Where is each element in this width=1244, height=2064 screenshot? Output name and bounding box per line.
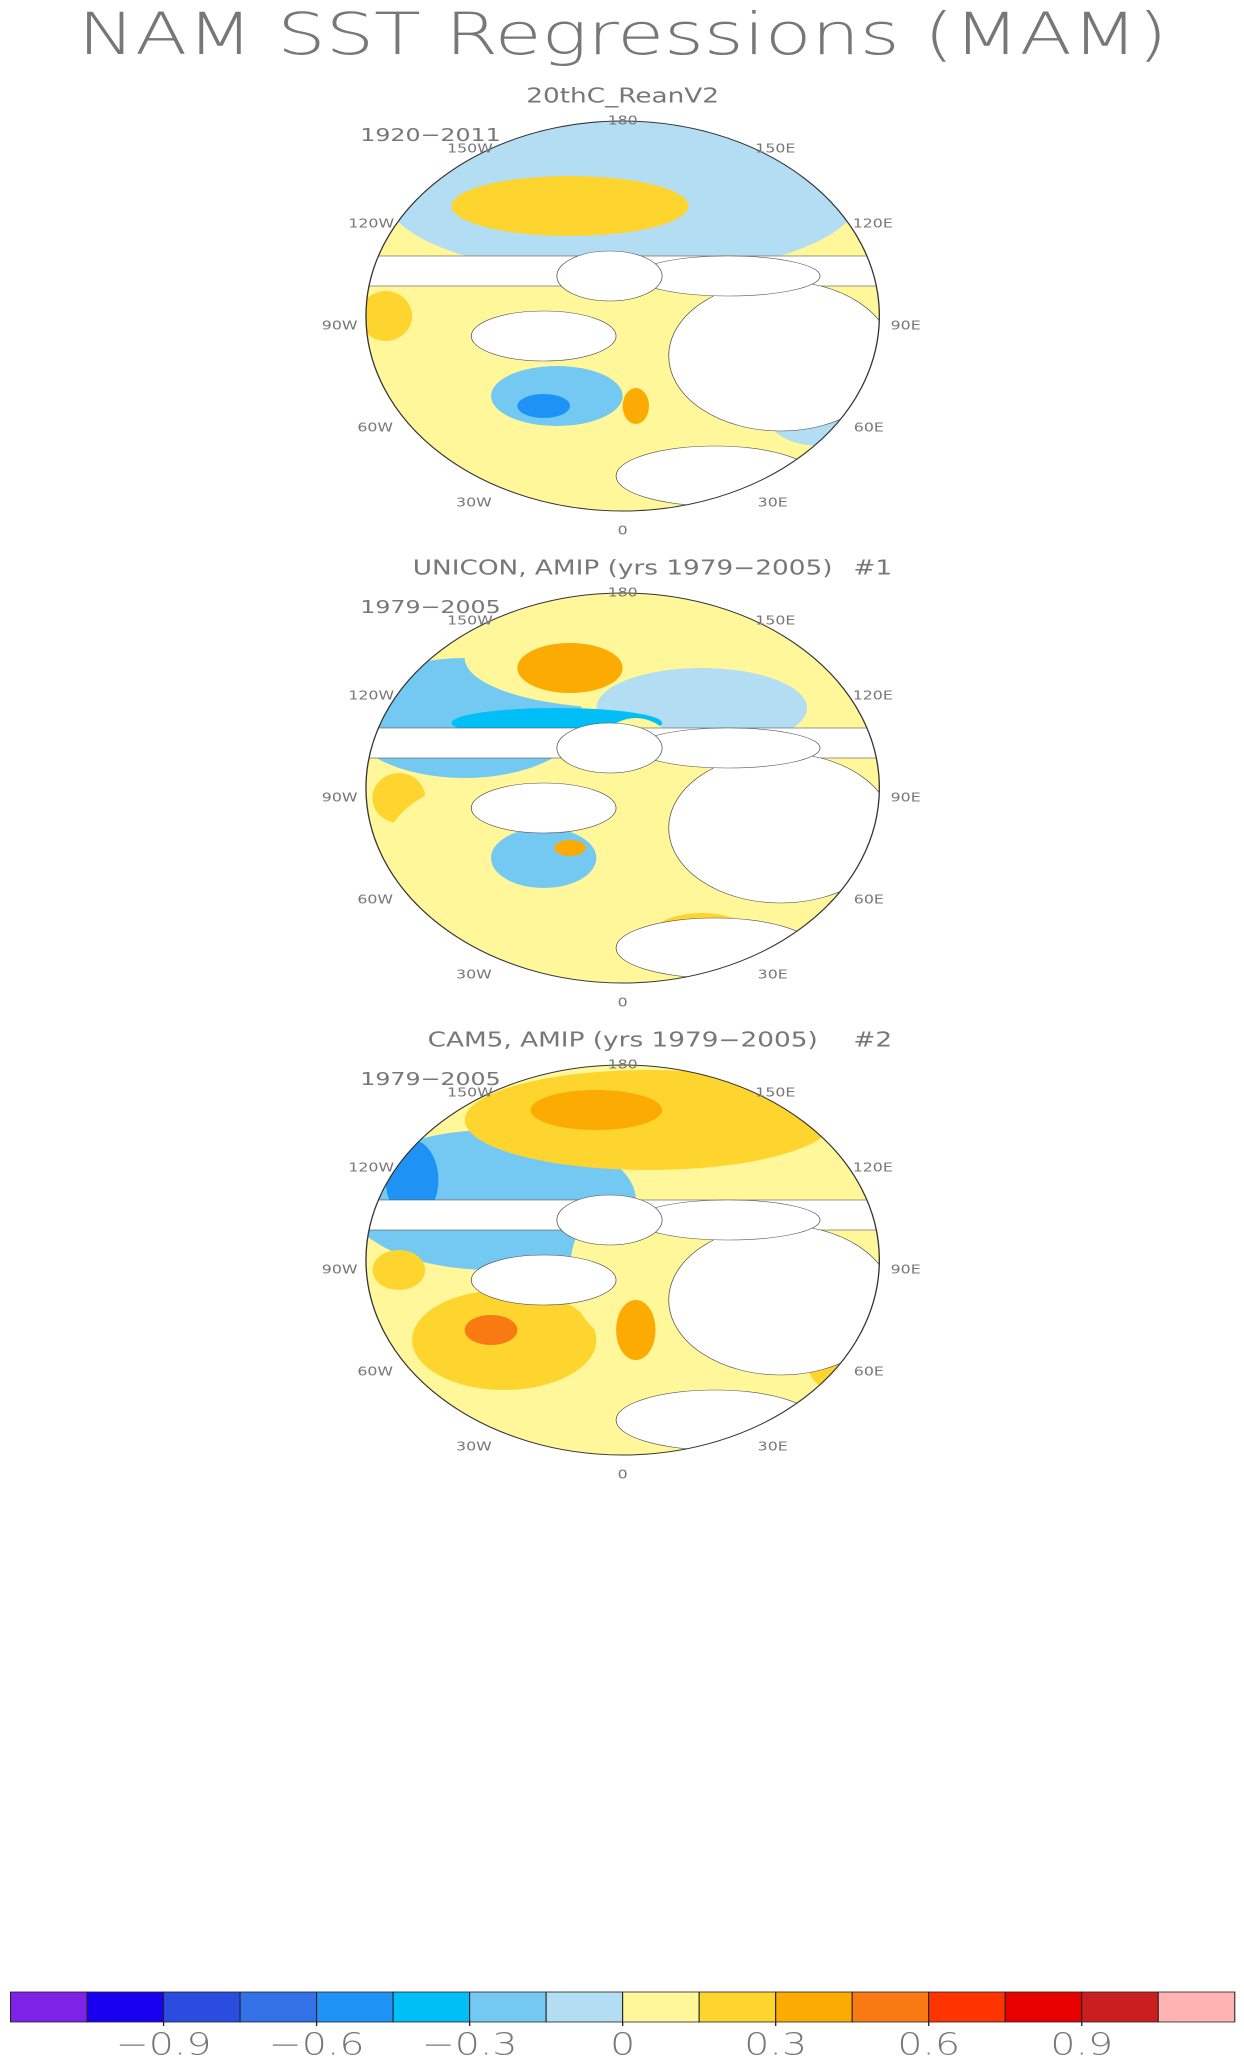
longitude-label: 30W [456, 1440, 492, 1454]
colorbar-tick-label: −0.9 [116, 2027, 212, 2062]
panel-period: 1979−2005 [360, 1068, 500, 1089]
map-border [365, 1064, 881, 1456]
longitude-label: 90W [322, 1263, 358, 1277]
longitude-label: 120W [348, 1161, 394, 1175]
sst-pattern [622, 388, 649, 424]
sst-pattern [517, 643, 623, 693]
colorbar-box [316, 1991, 394, 2023]
land [668, 752, 880, 904]
longitude-label: 180 [608, 586, 638, 600]
longitude-label: 90E [891, 1263, 921, 1277]
longitude-label: 150W [447, 614, 493, 628]
colorbar-box [239, 1991, 318, 2023]
longitude-label: 120W [348, 689, 394, 703]
longitude-label: 30E [758, 968, 788, 982]
land [635, 727, 821, 769]
colorbar-box [1004, 1991, 1083, 2023]
colorbar-box [545, 1991, 624, 2023]
map [365, 1065, 880, 1455]
colorbar-tick-label: 0 [610, 2027, 635, 2062]
longitude-label: 90W [322, 791, 358, 805]
land [556, 250, 663, 302]
longitude-label: 30E [758, 1440, 788, 1454]
longitude-label: 30W [456, 496, 492, 510]
colorbar-box [86, 1991, 165, 2023]
colorbar-box [775, 1991, 853, 2023]
panel-number: #1 [853, 556, 892, 580]
land [556, 1194, 663, 1246]
longitude-label: 0 [618, 996, 628, 1010]
longitude-label: 60E [854, 1365, 884, 1379]
land [470, 310, 617, 362]
colorbar-box [622, 1991, 700, 2023]
panel-period: 1920−2011 [360, 124, 500, 145]
land [668, 280, 880, 432]
sst-pattern [372, 1250, 426, 1290]
colorbar-box [163, 1991, 241, 2023]
panel-title: CAM5, AMIP (yrs 1979−2005) [428, 1028, 818, 1052]
land [470, 782, 617, 834]
longitude-label: 60W [357, 893, 393, 907]
longitude-label: 180 [608, 114, 638, 128]
colorbar-box [392, 1991, 471, 2023]
longitude-label: 60W [357, 421, 393, 435]
sst-pattern [530, 1090, 663, 1130]
longitude-label: 90E [891, 791, 921, 805]
colorbar-box [1157, 1991, 1236, 2023]
land [635, 1199, 821, 1241]
land [635, 255, 821, 297]
longitude-label: 150E [755, 614, 795, 628]
sst-pattern [554, 840, 586, 856]
colorbar-tick-label: 0.6 [897, 2027, 960, 2062]
map-border [365, 592, 881, 984]
longitude-label: 60E [854, 893, 884, 907]
panel-title: 20thC_ReanV2 [526, 84, 719, 108]
longitude-label: 60W [357, 1365, 393, 1379]
sst-pattern [451, 176, 689, 236]
longitude-label: 150E [755, 1086, 795, 1100]
colorbar-box [10, 1991, 88, 2023]
colorbar-box [928, 1991, 1006, 2023]
colorbar-box [469, 1991, 547, 2023]
land [556, 722, 663, 774]
longitude-label: 90E [891, 319, 921, 333]
longitude-label: 30E [758, 496, 788, 510]
sst-pattern [464, 1315, 518, 1345]
map [365, 593, 880, 983]
longitude-label: 0 [618, 524, 628, 538]
sst-pattern [491, 828, 597, 888]
colorbar-tick-label: −0.6 [269, 2027, 365, 2062]
longitude-label: 120E [853, 1161, 893, 1175]
longitude-label: 120W [348, 217, 394, 231]
longitude-label: 90W [322, 319, 358, 333]
longitude-label: 150E [755, 142, 795, 156]
longitude-label: 150W [447, 142, 493, 156]
colorbar-tick-label: −0.3 [422, 2027, 518, 2062]
main-title: NAM SST Regressions (MAM) [78, 0, 1168, 68]
longitude-label: 120E [853, 689, 893, 703]
colorbar-box [851, 1991, 930, 2023]
longitude-label: 30W [456, 968, 492, 982]
panel-title: UNICON, AMIP (yrs 1979−2005) [413, 556, 833, 580]
longitude-label: 180 [608, 1058, 638, 1072]
longitude-label: 60E [854, 421, 884, 435]
sst-pattern [616, 1300, 656, 1360]
colorbar-tick-label: 0.9 [1050, 2027, 1113, 2062]
colorbar-tick-label: 0.3 [744, 2027, 807, 2062]
panel-number: #2 [853, 1028, 892, 1052]
land [668, 1224, 880, 1376]
map-border [365, 120, 881, 512]
land [470, 1254, 617, 1306]
longitude-label: 150W [447, 1086, 493, 1100]
map [365, 121, 880, 511]
longitude-label: 0 [618, 1468, 628, 1482]
longitude-label: 120E [853, 217, 893, 231]
sst-pattern [365, 291, 413, 341]
panel-period: 1979−2005 [360, 596, 500, 617]
colorbar-box [698, 1991, 777, 2023]
colorbar-box [1081, 1991, 1159, 2023]
sst-pattern [517, 394, 571, 418]
